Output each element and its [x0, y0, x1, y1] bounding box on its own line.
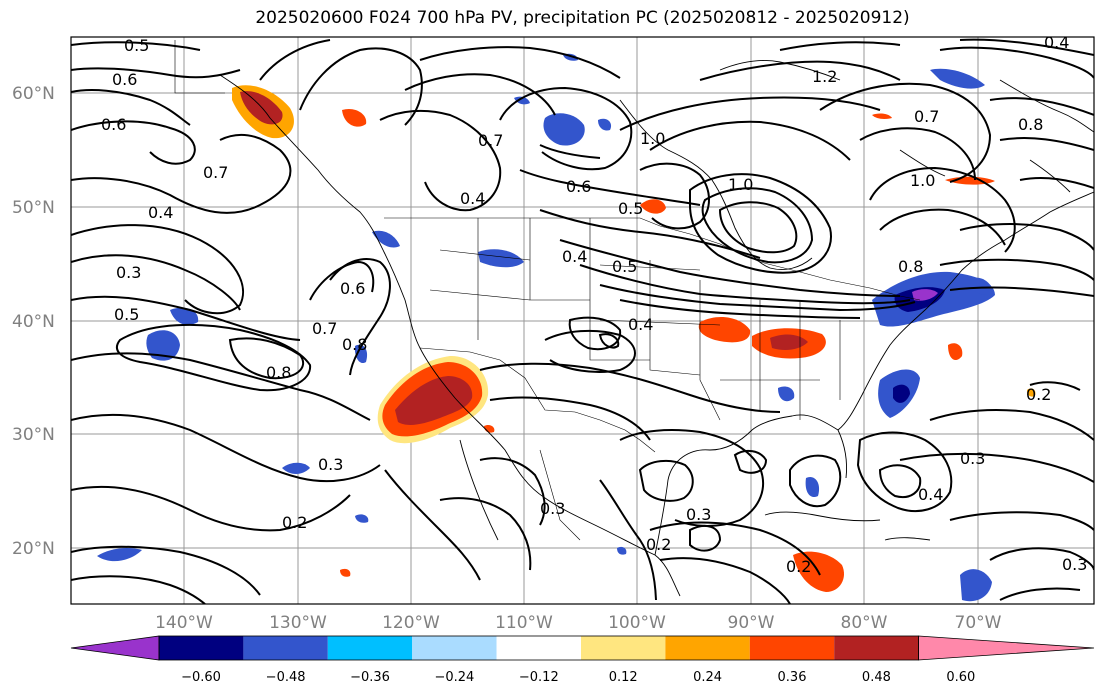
colorbar-segment [243, 636, 328, 660]
contour-label: 0.4 [918, 485, 943, 504]
colorbar-tick: −0.36 [350, 670, 390, 685]
map-title: 2025020600 F024 700 hPa PV, precipitatio… [255, 8, 910, 28]
lat-label: 30°N [12, 425, 55, 445]
contour-label: 0.3 [960, 449, 985, 468]
contour-label: 0.6 [112, 70, 137, 89]
contour-label: 0.5 [618, 199, 643, 218]
longitude-labels: 140°W 130°W 120°W 110°W 100°W 90°W 80°W … [155, 613, 1002, 633]
pv-contours [71, 38, 1094, 604]
contour-label: 0.5 [124, 36, 149, 55]
colorbar-tick: −0.48 [266, 670, 306, 685]
contour-label: 1.0 [640, 129, 665, 148]
contour-label: 0.3 [540, 499, 565, 518]
lat-label: 40°N [12, 312, 55, 332]
contour-label: 1.0 [910, 171, 935, 190]
colorbar-segment [581, 636, 666, 660]
colorbar-segment [834, 636, 919, 660]
lon-label: 100°W [608, 613, 666, 633]
contour-label: 0.3 [318, 455, 343, 474]
colorbar-tick: −0.12 [519, 670, 559, 685]
contour-label: 0.7 [312, 319, 337, 338]
lon-label: 80°W [841, 613, 888, 633]
colorbar-tick: −0.24 [434, 670, 474, 685]
contour-label: 0.6 [566, 177, 591, 196]
colorbar-tick: 0.60 [946, 670, 975, 685]
contour-label: 0.5 [114, 305, 139, 324]
lon-label: 130°W [269, 613, 327, 633]
contour-label: 0.4 [148, 203, 173, 222]
lon-label: 70°W [955, 613, 1002, 633]
contour-label: 0.7 [478, 131, 503, 150]
contour-label: 0.8 [266, 363, 291, 382]
lon-label: 140°W [155, 613, 213, 633]
lon-label: 110°W [495, 613, 553, 633]
colorbar-tick: 0.48 [862, 670, 891, 685]
colorbar-segment [749, 636, 835, 660]
contour-label: 0.4 [460, 189, 485, 208]
contour-label: 0.5 [612, 257, 637, 276]
colorbar-ticks: −0.60 −0.48 −0.36 −0.24 −0.12 0.12 0.24 … [181, 670, 975, 685]
colorbar-segment [327, 636, 413, 660]
colorbar-tick: 0.36 [778, 670, 807, 685]
contour-label: 0.4 [628, 315, 653, 334]
colorbar-extend-high [918, 636, 1094, 660]
contour-label: 0.8 [1018, 115, 1043, 134]
contour-label: 0.2 [646, 535, 671, 554]
colorbar-segment [665, 636, 750, 660]
lat-label: 50°N [12, 198, 55, 218]
contour-label: 0.7 [203, 163, 228, 182]
contour-label: 0.8 [898, 257, 923, 276]
colorbar-tick: 0.12 [609, 670, 638, 685]
contour-label: 1.2 [812, 67, 837, 86]
colorbar-extend-low [71, 636, 159, 660]
contour-label: 0.3 [116, 263, 141, 282]
map-frame [70, 36, 1095, 605]
lon-label: 120°W [382, 613, 440, 633]
contour-label: 0.3 [686, 505, 711, 524]
colorbar-tick: 0.24 [693, 670, 722, 685]
contour-label: 1.0 [728, 175, 753, 194]
contour-label: 0.6 [101, 115, 126, 134]
contour-label: 0.2 [786, 557, 811, 576]
contour-label: 0.8 [342, 335, 367, 354]
contour-label: 0.4 [562, 247, 587, 266]
colorbar-segment [159, 636, 244, 660]
contour-label: 0.2 [282, 513, 307, 532]
colorbar-tick: −0.60 [181, 670, 221, 685]
contour-label: 0.7 [914, 107, 939, 126]
lon-label: 90°W [728, 613, 775, 633]
lat-label: 20°N [12, 539, 55, 559]
contour-label: 0.4 [1044, 33, 1069, 52]
contour-label: 0.3 [1062, 555, 1087, 574]
contour-labels: 0.5 0.6 0.6 0.7 0.4 0.3 0.5 0.7 0.8 0.8 … [101, 33, 1087, 576]
contour-label: 0.2 [1026, 385, 1051, 404]
coastlines [219, 59, 1094, 597]
contour-label: 0.6 [340, 279, 365, 298]
precip-shading [97, 53, 1036, 602]
latitude-labels: 60°N 50°N 40°N 30°N 20°N [12, 84, 55, 559]
lat-label: 60°N [12, 84, 55, 104]
colorbar-segment [412, 636, 497, 660]
colorbar-segment [496, 636, 581, 660]
colorbar: −0.60 −0.48 −0.36 −0.24 −0.12 0.12 0.24 … [70, 635, 1095, 685]
